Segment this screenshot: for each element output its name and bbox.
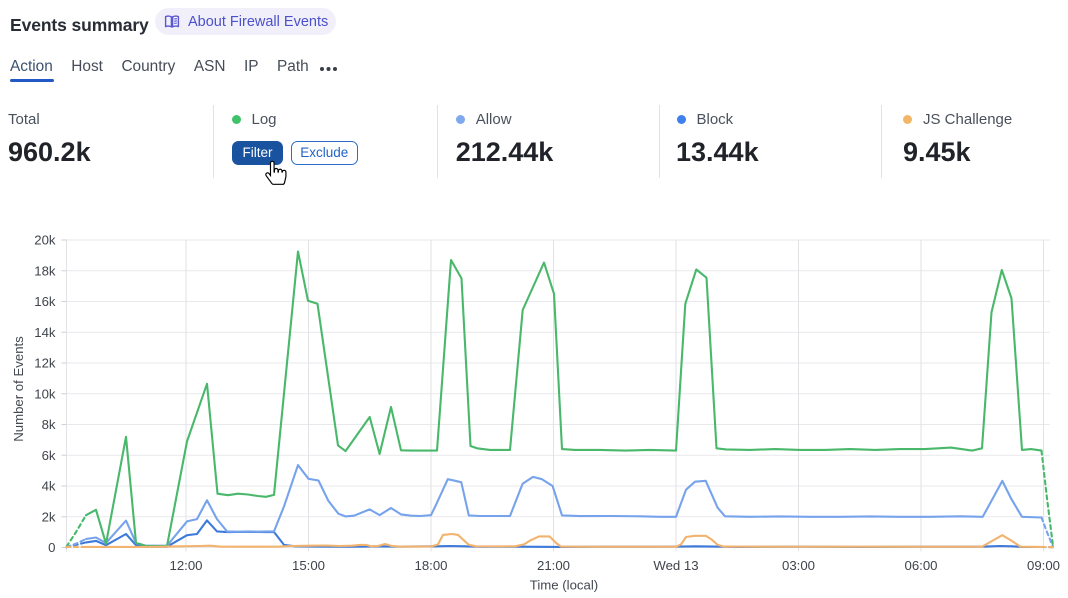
svg-text:Wed 13: Wed 13 <box>653 558 698 573</box>
svg-text:12k: 12k <box>34 356 56 371</box>
svg-text:06:00: 06:00 <box>904 558 937 573</box>
svg-text:15:00: 15:00 <box>292 558 325 573</box>
svg-text:8k: 8k <box>42 417 56 432</box>
svg-text:2k: 2k <box>42 509 56 524</box>
svg-text:18:00: 18:00 <box>414 558 447 573</box>
svg-text:4k: 4k <box>42 479 56 494</box>
svg-text:10k: 10k <box>34 386 56 401</box>
svg-text:Time (local): Time (local) <box>530 578 598 593</box>
svg-text:03:00: 03:00 <box>782 558 815 573</box>
svg-text:09:00: 09:00 <box>1027 558 1060 573</box>
svg-text:Number of Events: Number of Events <box>11 336 26 442</box>
svg-text:0: 0 <box>48 540 55 555</box>
svg-text:20k: 20k <box>34 233 56 248</box>
svg-text:12:00: 12:00 <box>169 558 202 573</box>
svg-text:16k: 16k <box>34 294 56 309</box>
svg-text:6k: 6k <box>42 448 56 463</box>
svg-text:14k: 14k <box>34 325 56 340</box>
svg-text:21:00: 21:00 <box>537 558 570 573</box>
svg-text:18k: 18k <box>34 263 56 278</box>
